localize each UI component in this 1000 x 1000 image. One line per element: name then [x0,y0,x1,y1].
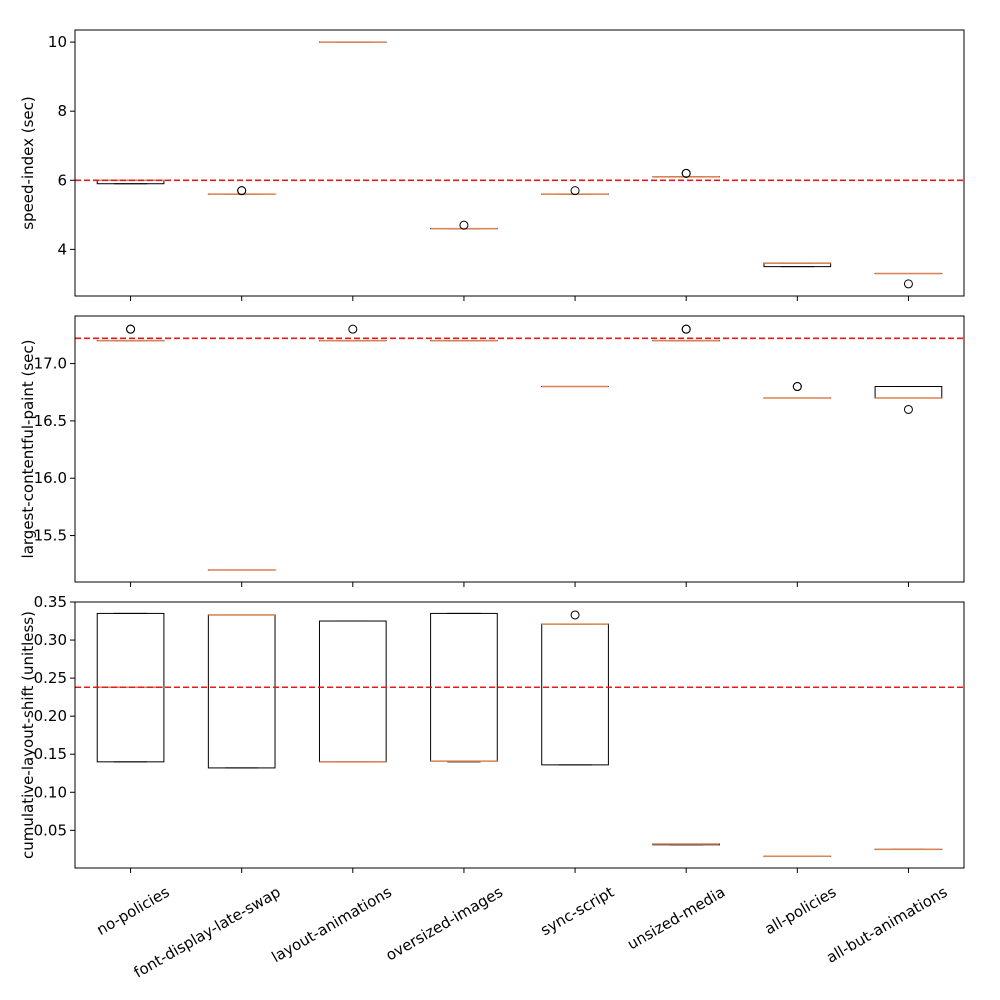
y-tick-label: 0.10 [34,783,67,801]
box-unsized-media [652,324,721,342]
box-all-but-animations [874,386,943,414]
box-sync-script [541,610,609,766]
outlier-point [126,324,136,334]
outlier-point [459,220,469,230]
y-axis-label: largest-contentful-paint (sec) [19,340,37,559]
y-tick-label: 16.0 [34,469,67,487]
y-tick-label: 15.5 [34,527,67,545]
box-layout-animations [318,324,387,342]
y-tick-label: 0.15 [34,745,67,763]
box-oversized-images [430,220,498,230]
category-label: sync-script [537,883,617,939]
box-sync-script [541,186,609,196]
category-axis-labels: no-policiesfont-display-late-swaplayout-… [94,883,951,982]
outlier-point [237,186,247,196]
box-body [207,614,276,769]
outlier-point [903,279,913,289]
y-tick-label: 6 [57,171,67,189]
box-unsized-media [652,168,721,178]
y-tick-label: 0.30 [34,631,67,649]
y-tick-label: 8 [57,102,67,120]
box-font-display-late-swap [207,186,276,196]
y-tick-label: 16.5 [34,412,67,430]
outlier-point [681,168,691,178]
y-axis-label: speed-index (sec) [19,96,37,230]
box-all-but-animations [874,272,943,289]
y-tick-label: 0.20 [34,707,67,725]
largest-contentful-paint-panel: 15.5 16.0 16.5 17.0largest-contentful-paint… [19,315,965,587]
plot-frame [74,315,965,583]
y-tick-label: 17.0 [34,355,67,373]
outlier-point [903,404,913,414]
category-label: all-policies [762,883,840,938]
y-axis-label: cumulative-layout-shift (unitless) [19,611,37,859]
category-label: unsized-media [624,883,728,953]
outlier-point [681,324,691,334]
box-body [318,620,387,763]
outlier-point [348,324,358,334]
box-unsized-media [652,843,721,846]
cumulative-layout-shift-panel: 0.05 0.10 0.15 0.20 0.25 0.30 0.35cumulative-l… [19,593,965,873]
box-all-policies [763,262,832,268]
box-font-display-late-swap [207,614,276,769]
outlier-point [570,186,580,196]
outlier-point [570,610,580,620]
y-tick-label: 0.35 [34,593,67,611]
plot-frame [74,29,965,297]
y-tick-label: 0.05 [34,821,67,839]
outlier-point [792,382,802,392]
plot-frame [74,601,965,869]
category-label: layout-animations [269,883,395,966]
y-tick-label: 4 [57,240,67,258]
box-no-policies [96,324,165,342]
box-all-policies [763,382,832,399]
y-tick-label: 10 [48,33,67,51]
box-body [874,386,943,399]
category-label: all-but-animations [823,883,950,967]
box-body [541,623,609,766]
box-layout-animations [318,620,387,763]
y-tick-label: 0.25 [34,669,67,687]
category-label: no-policies [94,883,173,939]
speed-index-panel: 4 6 8 10 speed-index (sec) [19,29,965,301]
category-label: oversized-images [383,883,506,965]
